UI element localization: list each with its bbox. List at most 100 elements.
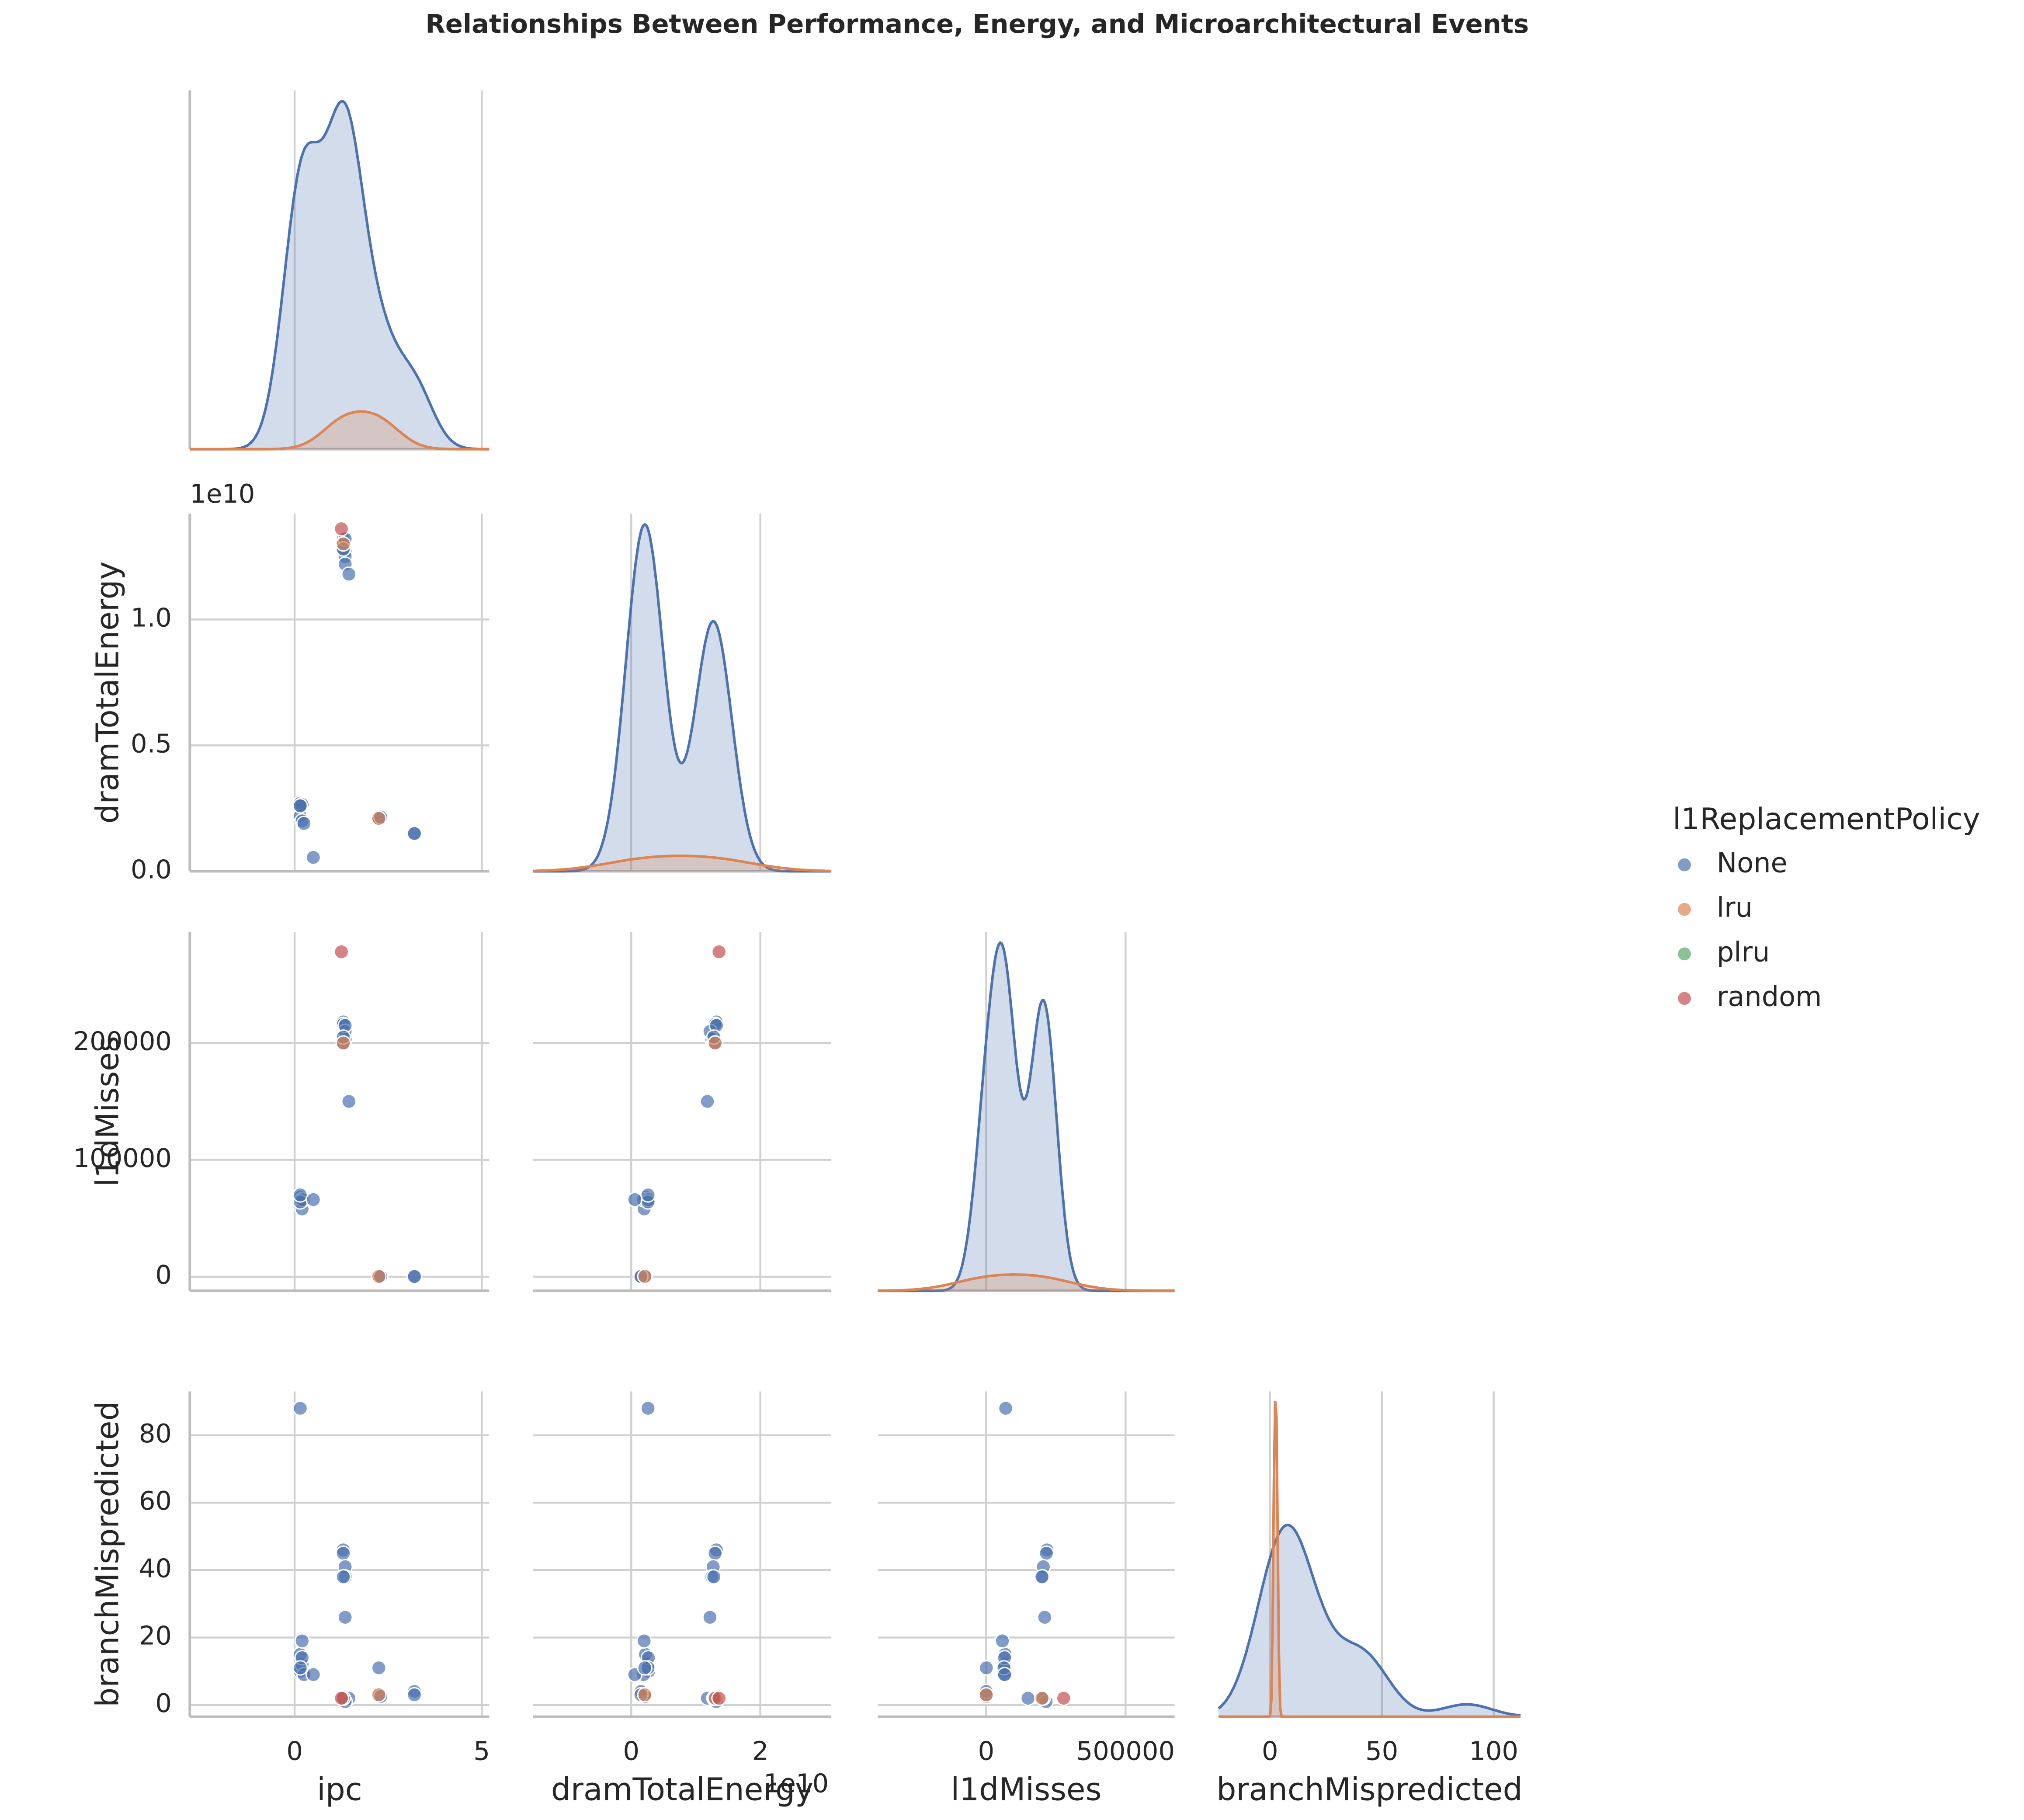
point [306,1667,321,1683]
x-axis-label: branchMispredicted [1216,1771,1522,1808]
kde-line [190,410,490,451]
point [1034,1569,1050,1585]
legend-marker [1677,946,1692,962]
point [406,1687,422,1703]
kde-line [533,854,832,872]
point [335,1545,351,1561]
legend-label: None [1717,847,1788,879]
legend-label: random [1717,980,1822,1012]
y-axis-label: branchMispredicted [90,1401,126,1707]
point [333,521,349,537]
kde-area [533,856,832,872]
y-axis-label: l1dMisses [90,1036,126,1187]
point [637,1268,653,1285]
kde-line [1219,1401,1521,1718]
x-tick-label: 100 [1469,1736,1518,1766]
point [996,1667,1013,1683]
point [998,1400,1014,1416]
point [1056,1690,1072,1706]
point [292,1400,308,1416]
point [371,1660,387,1676]
y-tick-label: 200000 [73,1026,172,1056]
legend-marker [1677,901,1692,917]
y-offset-label: 1e10 [190,479,255,509]
point [1020,1690,1036,1706]
x-tick-label: 0 [1262,1736,1278,1766]
point [707,1545,723,1561]
y-tick-label: 20 [139,1621,172,1651]
point [627,1191,643,1208]
y-axis-label: dramTotalEnergy [90,561,126,823]
point [292,1660,308,1676]
kde-area [878,1274,1175,1291]
legend-title: l1ReplacementPolicy [1673,802,1980,837]
point [341,566,357,582]
point [335,1569,351,1585]
point [371,1268,387,1285]
x-tick-label: 2 [752,1736,769,1766]
kde-line [533,523,832,873]
point [699,1094,715,1109]
x-tick-label: 500000 [1076,1736,1175,1766]
point [406,826,422,841]
kde-area [533,524,832,872]
point [994,1633,1010,1649]
point [333,944,349,960]
point [637,1687,653,1703]
point [711,1690,727,1706]
y-tick-label: 0.0 [131,854,172,885]
point [706,1569,722,1585]
point [711,944,727,960]
y-tick-label: 0.5 [131,728,172,758]
point [371,810,387,827]
point [1037,1609,1053,1625]
kde-area [190,101,490,449]
point [292,798,308,814]
x-axis-label: l1dMisses [951,1771,1102,1808]
legend-label: plru [1717,936,1770,968]
point [292,1187,308,1203]
kde-area [878,942,1175,1291]
point [335,536,351,552]
point [335,1035,351,1051]
x-tick-label: 0 [623,1736,640,1766]
point [636,1633,652,1649]
y-tick-label: 100000 [73,1143,172,1173]
point [296,816,312,831]
point [1034,1690,1050,1706]
legend-label: lru [1717,892,1753,924]
y-tick-label: 80 [139,1418,172,1448]
kde-area [1219,1525,1521,1717]
point [341,1094,357,1109]
point [306,850,321,865]
y-tick-label: 0 [155,1260,172,1290]
point [371,1687,387,1703]
point [640,1400,656,1416]
point [337,1609,353,1625]
point [294,1633,310,1649]
point [978,1687,994,1703]
point [637,1660,653,1676]
x-offset-label: 1e10 [764,1768,829,1798]
x-tick-label: 5 [474,1736,490,1766]
point [306,1191,321,1208]
point [979,1660,994,1676]
point [702,1609,718,1625]
point [1038,1545,1054,1561]
x-tick-label: 50 [1365,1736,1398,1766]
x-tick-label: 0 [286,1736,303,1766]
y-tick-label: 60 [139,1486,172,1516]
x-tick-label: 0 [978,1736,995,1766]
chart-title: Relationships Between Performance, Energ… [425,9,1529,39]
point [707,1035,723,1051]
y-tick-label: 0 [155,1688,172,1718]
x-axis-label: dramTotalEnergy [551,1771,813,1808]
legend-marker [1677,857,1692,873]
point [640,1187,656,1203]
y-tick-label: 40 [139,1553,172,1583]
kde-line [1218,1523,1521,1717]
point [406,1268,422,1285]
legend-marker [1677,990,1692,1007]
